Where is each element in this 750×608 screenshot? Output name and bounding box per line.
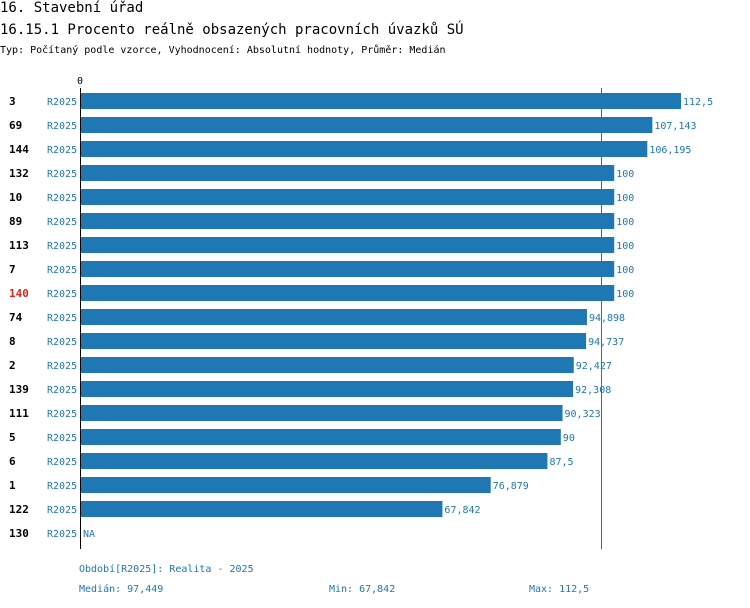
row-period-label: R2025 [47, 529, 77, 540]
row-id-label: 7 [9, 263, 16, 276]
bar [81, 213, 615, 229]
row-period-label: R2025 [47, 169, 77, 180]
row-period-label: R2025 [47, 241, 77, 252]
row-period-label: R2025 [47, 145, 77, 156]
row-id-label: 111 [9, 407, 29, 420]
row-id-label: 74 [9, 311, 23, 324]
bar-value-label: 94,737 [588, 337, 624, 348]
bar-value-label: 76,879 [493, 481, 529, 492]
footer-max: Max: 112,5 [529, 584, 590, 595]
row-period-label: R2025 [47, 289, 77, 300]
row-id-label: 8 [9, 335, 16, 348]
bar [81, 285, 615, 301]
bar-value-label: 92,308 [575, 385, 611, 396]
bar-value-label: 67,842 [444, 505, 480, 516]
row-period-label: R2025 [47, 313, 77, 324]
bar-value-label: 92,427 [576, 361, 612, 372]
axis-zero-label: 0 [77, 76, 83, 87]
row-period-label: R2025 [47, 457, 77, 468]
row-period-label: R2025 [47, 265, 77, 276]
bar-value-label: 100 [616, 241, 634, 252]
row-id-label: 113 [9, 239, 29, 252]
bar-value-label: 100 [616, 217, 634, 228]
bar [81, 357, 574, 373]
bar [81, 333, 587, 349]
bar-value-label: 100 [616, 289, 634, 300]
bar-value-label: 106,195 [649, 145, 691, 156]
chart-type-line: Typ: Počítaný podle vzorce, Vyhodnocení:… [0, 45, 446, 56]
bar-value-label: 100 [616, 193, 634, 204]
row-id-label: 5 [9, 431, 16, 444]
bar [81, 261, 615, 277]
bar [81, 237, 615, 253]
row-id-label: 1 [9, 479, 16, 492]
row-id-label: 132 [9, 167, 29, 180]
row-period-label: R2025 [47, 409, 77, 420]
row-period-label: R2025 [47, 361, 77, 372]
bar-value-label: NA [83, 529, 95, 540]
row-period-label: R2025 [47, 385, 77, 396]
bar [81, 117, 653, 133]
bar-value-label: 87,5 [549, 457, 573, 468]
row-id-label: 130 [9, 527, 29, 540]
row-id-label: 2 [9, 359, 16, 372]
row-id-label: 10 [9, 191, 22, 204]
chart-title: 16. Stavební úřad [0, 0, 144, 16]
row-period-label: R2025 [47, 505, 77, 516]
footer-min: Min: 67,842 [329, 584, 396, 595]
row-id-label: 3 [9, 95, 16, 108]
bar-value-label: 100 [616, 265, 634, 276]
bar-value-label: 90,323 [565, 409, 601, 420]
row-period-label: R2025 [47, 217, 77, 228]
bar [81, 165, 615, 181]
chart-subtitle: 16.15.1 Procento reálně obsazených praco… [0, 22, 464, 38]
row-id-label: 140 [9, 287, 29, 300]
bar [81, 141, 648, 157]
row-period-label: R2025 [47, 97, 77, 108]
bar-value-label: 107,143 [654, 121, 696, 132]
bar [81, 93, 681, 109]
row-id-label: 89 [9, 215, 22, 228]
bar [81, 501, 443, 517]
row-id-label: 139 [9, 383, 29, 396]
bar [81, 453, 548, 469]
footer-median: Medián: 97,449 [79, 584, 164, 595]
row-id-label: 144 [9, 143, 29, 156]
row-period-label: R2025 [47, 481, 77, 492]
bar [81, 429, 561, 445]
row-period-label: R2025 [47, 121, 77, 132]
bar [81, 309, 587, 325]
row-period-label: R2025 [47, 337, 77, 348]
row-period-label: R2025 [47, 433, 77, 444]
bar-value-label: 112,5 [683, 97, 713, 108]
row-id-label: 122 [9, 503, 29, 516]
bar [81, 477, 491, 493]
bar [81, 381, 574, 397]
bar [81, 189, 615, 205]
bar-chart: 0 3 R2025 112,5 69 R2025 107,143 144 R2025 106,19… [9, 76, 713, 549]
bar [81, 405, 563, 421]
row-id-label: 6 [9, 455, 16, 468]
bar-value-label: 94,898 [589, 313, 625, 324]
bar-value-label: 100 [616, 169, 634, 180]
row-id-label: 69 [9, 119, 22, 132]
footer-period: Období[R2025]: Realita - 2025 [79, 564, 254, 575]
row-period-label: R2025 [47, 193, 77, 204]
bar-value-label: 90 [563, 433, 575, 444]
